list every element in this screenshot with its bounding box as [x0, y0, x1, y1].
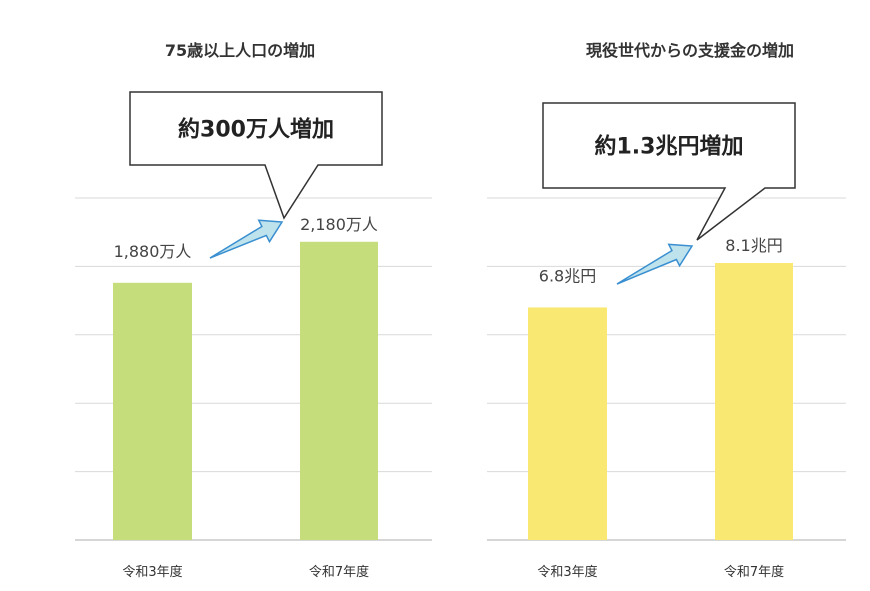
callout-text: 約1.3兆円増加	[595, 134, 744, 160]
chart-1	[487, 102, 846, 541]
bar-1	[715, 262, 793, 540]
callout-box	[129, 91, 383, 220]
bar-0	[113, 282, 192, 540]
increase-arrow	[209, 219, 284, 259]
callout-box	[542, 102, 796, 241]
category-label: 令和7年度	[724, 564, 784, 580]
category-label: 令和7年度	[309, 564, 369, 580]
category-label: 令和3年度	[122, 564, 182, 580]
chart-0	[75, 91, 432, 541]
category-label: 令和3年度	[537, 564, 597, 580]
chart-title: 現役世代からの支援金の増加	[586, 41, 794, 60]
bar-1	[300, 241, 378, 540]
bar-0	[528, 307, 607, 540]
value-label: 6.8兆円	[539, 266, 596, 285]
chart-title: 75歳以上人口の増加	[165, 41, 315, 60]
value-label: 1,880万人	[114, 242, 192, 261]
value-label: 2,180万人	[300, 215, 378, 234]
increase-arrow	[616, 243, 694, 285]
value-label: 8.1兆円	[725, 236, 782, 255]
callout-text: 約300万人増加	[178, 117, 334, 143]
